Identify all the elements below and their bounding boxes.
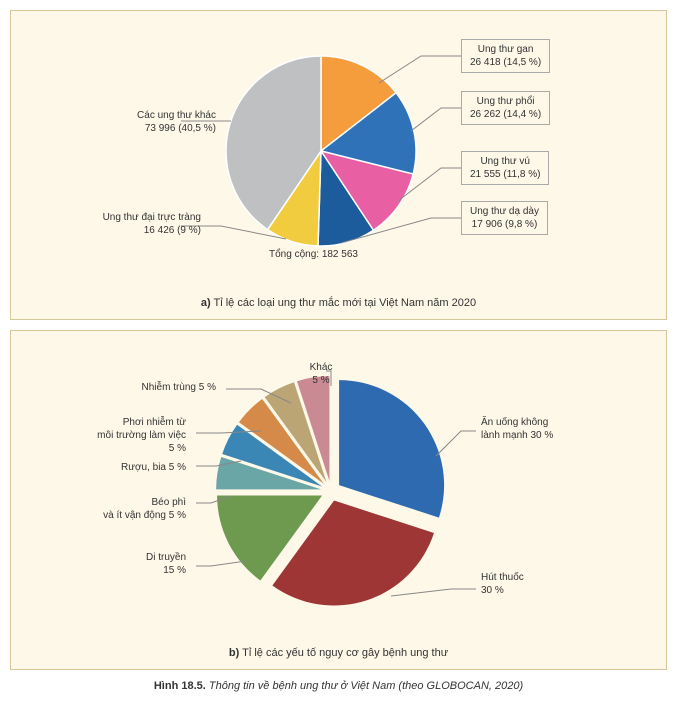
leader-line xyxy=(436,431,476,456)
label-b-anuong-l1: Ăn uống không xyxy=(481,417,548,428)
label-b-ditruyen-l2: 15 % xyxy=(163,565,186,576)
leader-line xyxy=(391,589,476,596)
label-a-vu-name: Ung thư vú xyxy=(480,156,530,167)
label-a-dtt-val: 16 426 (9 %) xyxy=(144,225,201,236)
label-b-khac-l1: Khác xyxy=(310,362,333,373)
label-a-gan: Ung thư gan 26 418 (14,5 %) xyxy=(461,39,550,73)
label-b-beophi-l1: Béo phì xyxy=(152,497,186,508)
chart-b-subtitle-bold: b) xyxy=(229,647,239,659)
pie-slice xyxy=(339,380,444,517)
chart-a-subtitle: a) Tỉ lệ các loại ung thư mắc mới tại Vi… xyxy=(21,297,656,309)
label-b-khac: Khác 5 % xyxy=(296,361,346,387)
pie-chart-a xyxy=(21,21,661,286)
label-a-daday: Ung thư dạ dày 17 906 (9,8 %) xyxy=(461,201,548,235)
label-a-khac: Các ung thư khác 73 996 (40,5 %) xyxy=(56,109,216,135)
chart-b-subtitle-rest: Tỉ lệ các yếu tố nguy cơ gây bệnh ung th… xyxy=(239,647,448,659)
figure-caption-bold: Hình 18.5. xyxy=(154,680,206,692)
label-b-anuong: Ăn uống không lành mạnh 30 % xyxy=(481,416,553,442)
panel-chart-b: Ăn uống không lành mạnh 30 % Hút thuốc 3… xyxy=(10,330,667,670)
label-b-nhiemtrung: Nhiễm trùng 5 % xyxy=(116,381,216,394)
label-a-khac-val: 73 996 (40,5 %) xyxy=(145,123,216,134)
label-b-khac-l2: 5 % xyxy=(312,375,329,386)
label-a-khac-name: Các ung thư khác xyxy=(137,110,216,121)
label-a-phoi-val: 26 262 (14,4 %) xyxy=(470,109,541,120)
chart-a-container: Ung thư gan 26 418 (14,5 %) Ung thư phổi… xyxy=(21,21,656,291)
leader-line xyxy=(411,108,461,131)
label-b-nhiemtrung-l1: Nhiễm trùng 5 % xyxy=(142,382,216,393)
chart-b-container: Ăn uống không lành mạnh 30 % Hút thuốc 3… xyxy=(21,341,656,641)
label-a-daday-name: Ung thư dạ dày xyxy=(470,206,539,217)
label-b-ruou-l1: Rượu, bia 5 % xyxy=(121,462,186,473)
label-a-phoi-name: Ung thư phổi xyxy=(477,96,535,107)
leader-line xyxy=(196,561,246,566)
chart-b-subtitle: b) Tỉ lệ các yếu tố nguy cơ gây bệnh ung… xyxy=(21,647,656,659)
label-b-phoinhiem-l1: Phơi nhiễm từ xyxy=(123,417,186,428)
label-b-phoinhiem-l2: môi trường làm việc xyxy=(97,430,186,441)
chart-a-subtitle-rest: Tỉ lệ các loại ung thư mắc mới tại Việt … xyxy=(211,297,476,309)
label-b-ditruyen-l1: Di truyền xyxy=(146,552,186,563)
figure-caption: Hình 18.5. Thông tin về bệnh ung thư ở V… xyxy=(10,680,667,692)
leader-line xyxy=(196,431,261,433)
label-b-ditruyen: Di truyền 15 % xyxy=(86,551,186,577)
label-a-dtt-name: Ung thư đại trực tràng xyxy=(103,212,201,223)
label-b-ruou: Rượu, bia 5 % xyxy=(86,461,186,474)
figure-caption-rest: Thông tin về bệnh ung thư ở Việt Nam (th… xyxy=(206,680,523,692)
label-a-phoi: Ung thư phổi 26 262 (14,4 %) xyxy=(461,91,550,125)
label-a-daday-val: 17 906 (9,8 %) xyxy=(472,219,538,230)
label-b-hutthuoc: Hút thuốc 30 % xyxy=(481,571,524,597)
label-b-beophi-l2: và ít vận động 5 % xyxy=(103,510,186,521)
label-a-dtt: Ung thư đại trực tràng 16 426 (9 %) xyxy=(41,211,201,237)
leader-line xyxy=(379,56,461,83)
label-a-gan-val: 26 418 (14,5 %) xyxy=(470,57,541,68)
label-b-beophi: Béo phì và ít vận động 5 % xyxy=(71,496,186,522)
label-b-hutthuoc-l2: 30 % xyxy=(481,585,504,596)
panel-chart-a: Ung thư gan 26 418 (14,5 %) Ung thư phổi… xyxy=(10,10,667,320)
label-a-vu-val: 21 555 (11,8 %) xyxy=(470,169,540,180)
chart-a-subtitle-bold: a) xyxy=(201,297,211,309)
label-b-anuong-l2: lành mạnh 30 % xyxy=(481,430,553,441)
label-a-vu: Ung thư vú 21 555 (11,8 %) xyxy=(461,151,549,185)
label-a-gan-name: Ung thư gan xyxy=(478,44,534,55)
label-b-hutthuoc-l1: Hút thuốc xyxy=(481,572,524,583)
label-b-phoinhiem-l3: 5 % xyxy=(169,443,186,454)
chart-a-total: Tổng cộng: 182 563 xyxy=(269,249,358,260)
label-b-phoinhiem: Phơi nhiễm từ môi trường làm việc 5 % xyxy=(61,416,186,455)
